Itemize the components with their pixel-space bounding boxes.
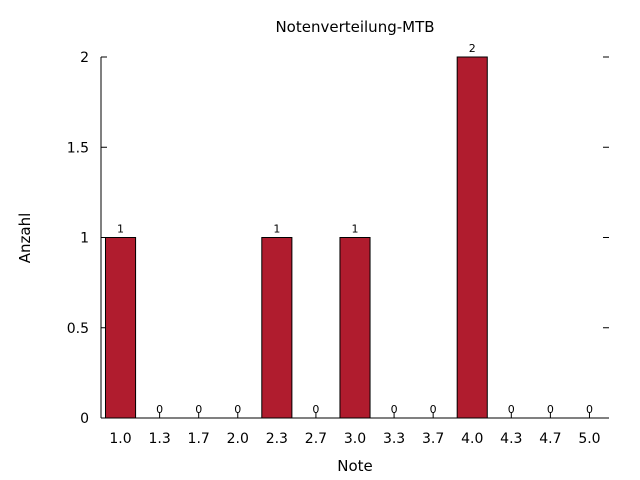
data-label: 1 bbox=[352, 223, 359, 236]
bar bbox=[339, 237, 371, 419]
data-labels-layer: 1 0 0 0 1 0 1 0 0 2 0 0 0 bbox=[117, 42, 593, 416]
data-label: 0 bbox=[312, 403, 319, 416]
x-tick-label: 3.7 bbox=[422, 431, 444, 447]
bars-layer bbox=[104, 56, 488, 419]
data-label: 0 bbox=[586, 403, 593, 416]
data-label: 0 bbox=[547, 403, 554, 416]
x-tick-label: 4.7 bbox=[539, 431, 561, 447]
chart-title: Notenverteilung-MTB bbox=[275, 18, 434, 36]
data-label: 0 bbox=[508, 403, 515, 416]
data-label: 1 bbox=[117, 223, 124, 236]
data-label: 0 bbox=[391, 403, 398, 416]
bar bbox=[261, 237, 293, 419]
x-tick-label: 3.0 bbox=[344, 431, 366, 447]
x-tick-label: 4.0 bbox=[461, 431, 483, 447]
x-tick-label: 2.0 bbox=[227, 431, 249, 447]
x-axis-label: Note bbox=[337, 457, 373, 475]
data-label: 0 bbox=[430, 403, 437, 416]
bar bbox=[456, 56, 488, 419]
data-label: 0 bbox=[156, 403, 163, 416]
data-label: 2 bbox=[469, 42, 476, 55]
data-label: 1 bbox=[273, 223, 280, 236]
ticks-layer: 0 0.5 1 1.5 2 1.0 1.3 1.7 2.0 2.3 2.7 3.0 3.3 3.7 4.0 4… bbox=[67, 50, 609, 447]
x-tick-label: 1.3 bbox=[148, 431, 170, 447]
y-tick-label: 0.5 bbox=[67, 321, 89, 337]
bar bbox=[104, 237, 137, 419]
x-tick-label: 5.0 bbox=[578, 431, 600, 447]
y-tick-label: 0 bbox=[80, 411, 89, 427]
x-tick-label: 2.3 bbox=[266, 431, 288, 447]
y-tick-label: 1 bbox=[80, 231, 89, 247]
data-label: 0 bbox=[195, 403, 202, 416]
x-tick-label: 1.7 bbox=[188, 431, 210, 447]
x-tick-label: 2.7 bbox=[305, 431, 327, 447]
y-axis-label: Anzahl bbox=[16, 213, 34, 264]
data-label: 0 bbox=[234, 403, 241, 416]
x-tick-label: 4.3 bbox=[500, 431, 522, 447]
x-tick-label: 3.3 bbox=[383, 431, 405, 447]
y-tick-label: 2 bbox=[80, 50, 89, 66]
x-tick-label: 1.0 bbox=[109, 431, 131, 447]
y-tick-label: 1.5 bbox=[67, 140, 89, 156]
